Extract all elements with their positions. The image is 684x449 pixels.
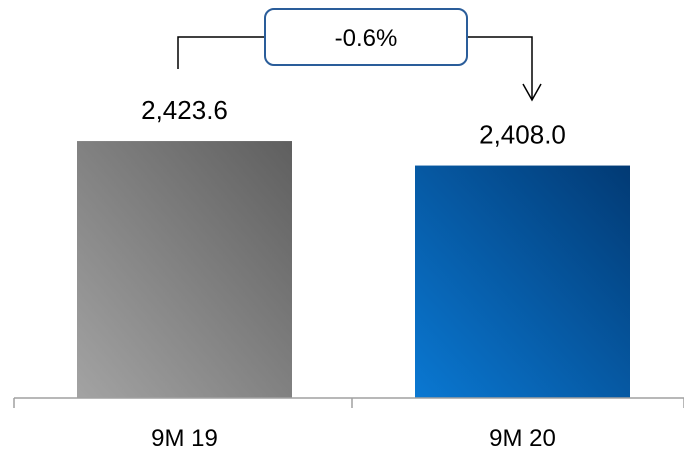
x-tick-label-9m-20: 9M 20: [489, 425, 556, 449]
bar-9m-19: [77, 141, 292, 398]
change-percentage-label: -0.6%: [335, 25, 398, 52]
x-tick-label-9m-19: 9M 19: [151, 425, 218, 449]
bars-group: [77, 141, 630, 398]
change-box: [264, 8, 468, 66]
bar-9m-20: [415, 165, 630, 398]
data-label-9m-19: 2,423.6: [141, 95, 228, 125]
data-label-9m-20: 2,408.0: [479, 120, 566, 150]
x-axis: 9M 19 9M 20: [13, 397, 684, 449]
change-connector-left: [177, 36, 265, 69]
value-labels-group: 2,423.6 2,408.0: [141, 95, 566, 150]
change-arrow-head-icon: [522, 83, 542, 102]
change-annotation: -0.6%: [177, 8, 542, 102]
change-connector-right: [467, 36, 533, 99]
